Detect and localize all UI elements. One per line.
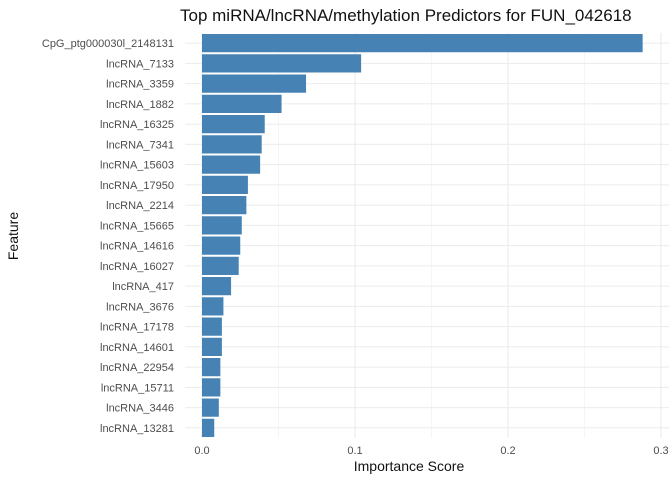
y-tick-label: lncRNA_3446	[106, 403, 174, 415]
y-tick-label: CpG_ptg000030l_2148131	[42, 38, 174, 50]
x-axis-label: Importance Score	[354, 458, 465, 474]
bars	[202, 34, 643, 437]
x-tick-label: 0.3	[653, 445, 668, 457]
bar	[202, 115, 265, 134]
bar	[202, 337, 222, 356]
y-tick-label: lncRNA_1882	[106, 99, 174, 111]
y-tick-label: lncRNA_13281	[100, 423, 174, 435]
bar	[202, 216, 242, 235]
y-tick-label: lncRNA_17178	[100, 322, 174, 334]
bar	[202, 54, 362, 73]
y-tick-label: lncRNA_15711	[101, 382, 174, 394]
y-tick-label: lncRNA_14601	[100, 342, 174, 354]
bar	[202, 378, 221, 397]
y-tick-label: lncRNA_15603	[100, 160, 174, 172]
bar	[202, 358, 221, 377]
y-tick-label: lncRNA_3359	[106, 79, 174, 91]
y-tick-label: lncRNA_22954	[100, 362, 174, 374]
grid-lines	[185, 33, 669, 438]
bar	[202, 135, 262, 154]
y-tick-label: lncRNA_2214	[106, 200, 174, 212]
bar	[202, 236, 241, 255]
bar	[202, 155, 261, 174]
y-tick-labels: CpG_ptg000030l_2148131 lncRNA_7133 lncRNA_…	[42, 38, 174, 435]
x-tick-label: 0.1	[347, 445, 362, 457]
bar	[202, 317, 222, 336]
y-axis-label: Feature	[5, 212, 21, 260]
bar	[202, 256, 239, 275]
y-tick-label: lncRNA_3676	[106, 301, 174, 313]
y-tick-label: lncRNA_7133	[106, 58, 174, 70]
x-tick-labels: 0.0 0.1 0.2 0.3	[194, 445, 668, 457]
y-tick-label: lncRNA_417	[112, 281, 174, 293]
bar	[202, 418, 215, 437]
bar	[202, 277, 232, 296]
x-tick-label: 0.2	[500, 445, 515, 457]
bar	[202, 74, 307, 93]
bar	[202, 34, 643, 53]
bar	[202, 94, 282, 113]
bar	[202, 196, 247, 215]
bar	[202, 175, 248, 194]
y-tick-label: lncRNA_16027	[100, 261, 174, 273]
y-tick-label: lncRNA_14616	[100, 241, 174, 253]
bar	[202, 398, 219, 417]
y-tick-label: lncRNA_17950	[100, 180, 174, 192]
y-tick-label: lncRNA_15665	[100, 220, 174, 232]
bar	[202, 297, 224, 316]
y-tick-label: lncRNA_7341	[106, 139, 174, 151]
x-tick-label: 0.0	[194, 445, 209, 457]
y-tick-label: lncRNA_16325	[100, 119, 174, 131]
chart-title: Top miRNA/lncRNA/methylation Predictors …	[180, 6, 632, 25]
